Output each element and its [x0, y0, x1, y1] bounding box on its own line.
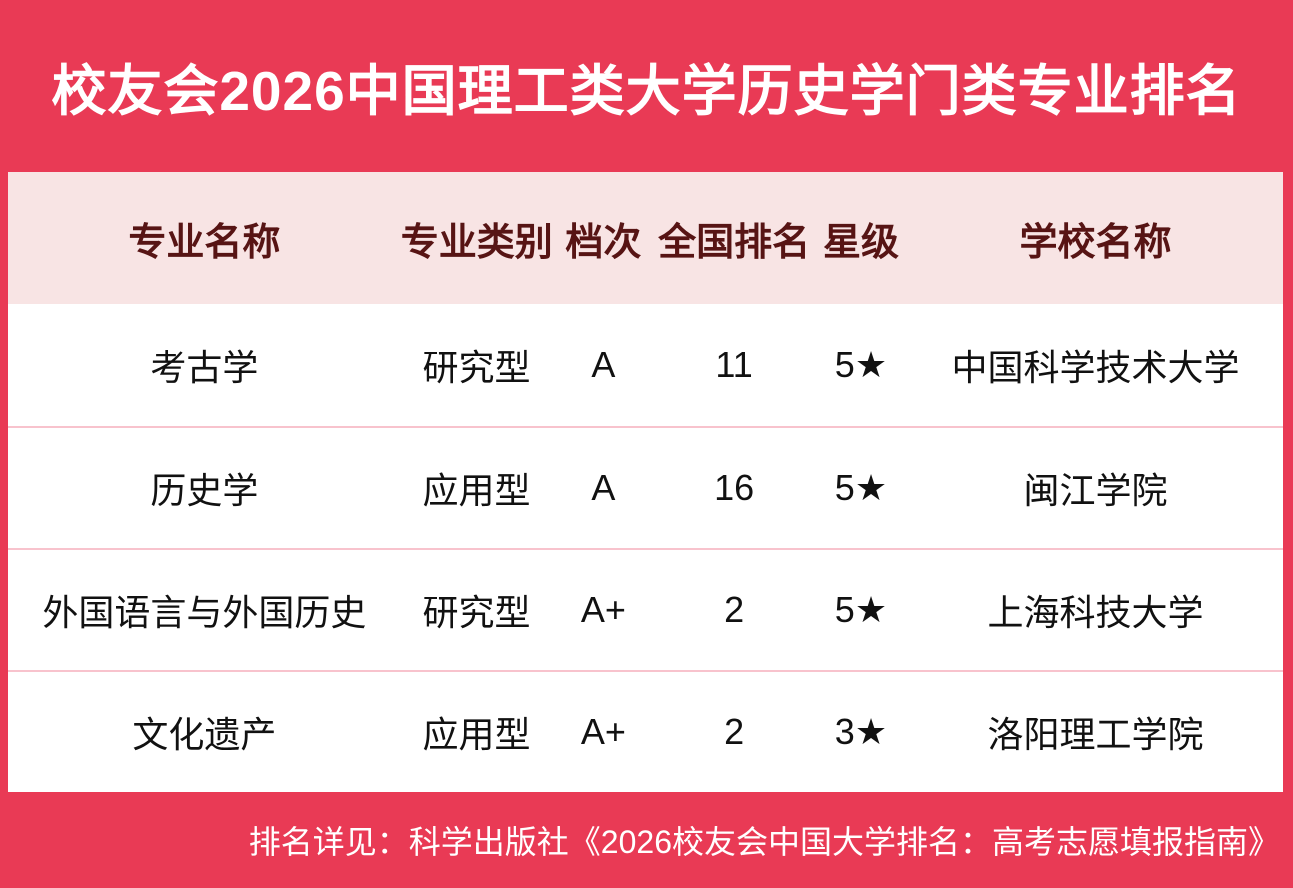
cell-category: 应用型	[422, 714, 531, 755]
column-header-major: 专业名称	[128, 221, 281, 264]
cell-category: 研究型	[422, 592, 531, 633]
ranking-table: 专业名称 专业类别 档次 全国排名 星级 学校名称 考古学 研究型 A 11 5…	[8, 172, 1283, 792]
table-header-row: 专业名称 专业类别 档次 全国排名 星级 学校名称	[8, 172, 1283, 304]
cell-major: 文化遗产	[132, 714, 277, 755]
table-row: 考古学 研究型 A 11 5★ 中国科学技术大学	[8, 304, 1283, 426]
column-header-school: 学校名称	[1019, 221, 1172, 264]
column-header-rank: 全国排名	[658, 221, 811, 264]
cell-major: 外国语言与外国历史	[42, 592, 367, 633]
title-bar: 校友会2026中国理工类大学历史学门类专业排名	[0, 0, 1293, 172]
cell-stars: 3★	[834, 711, 888, 752]
cell-stars: 5★	[834, 589, 888, 630]
cell-grade: A	[591, 344, 616, 385]
table-row: 文化遗产 应用型 A+ 2 3★ 洛阳理工学院	[8, 670, 1283, 792]
cell-rank: 2	[724, 589, 745, 630]
cell-school: 上海科技大学	[987, 592, 1204, 633]
cell-major: 考古学	[150, 347, 259, 388]
cell-school: 洛阳理工学院	[987, 714, 1204, 755]
column-header-stars: 星级	[822, 221, 899, 264]
cell-grade: A+	[580, 589, 626, 630]
cell-rank: 2	[724, 711, 745, 752]
column-header-category: 专业类别	[400, 221, 553, 264]
cell-grade: A	[591, 467, 616, 508]
column-header-grade: 档次	[565, 221, 642, 264]
footer-bar: 排名详见：科学出版社《2026校友会中国大学排名：高考志愿填报指南》	[0, 792, 1293, 888]
cell-stars: 5★	[834, 467, 888, 508]
cell-category: 应用型	[422, 470, 531, 511]
cell-rank: 11	[715, 344, 753, 385]
cell-category: 研究型	[422, 347, 531, 388]
table-row: 历史学 应用型 A 16 5★ 闽江学院	[8, 426, 1283, 548]
cell-major: 历史学	[150, 470, 259, 511]
table-row: 外国语言与外国历史 研究型 A+ 2 5★ 上海科技大学	[8, 548, 1283, 670]
cell-rank: 16	[714, 467, 755, 508]
cell-school: 中国科学技术大学	[951, 347, 1240, 388]
cell-grade: A+	[580, 711, 626, 752]
footer-note: 排名详见：科学出版社《2026校友会中国大学排名：高考志愿填报指南》	[248, 824, 1280, 860]
cell-school: 闽江学院	[1023, 470, 1168, 511]
cell-stars: 5★	[834, 344, 888, 385]
page-title: 校友会2026中国理工类大学历史学门类专业排名	[51, 60, 1242, 122]
